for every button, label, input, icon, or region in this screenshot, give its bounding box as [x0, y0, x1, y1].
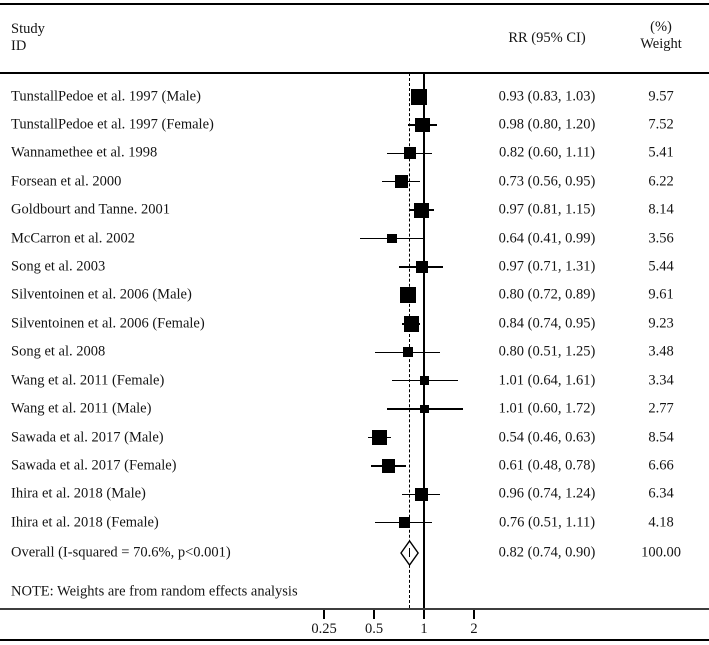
weight-value: 9.23	[648, 315, 674, 332]
weight-value: 6.34	[648, 485, 674, 502]
header-separator	[0, 72, 709, 74]
overall-estimate-dashed-line	[408, 73, 410, 608]
effect-marker	[414, 202, 430, 218]
rr-column-header: RR (95% CI)	[508, 30, 586, 46]
rr-ci-value: 0.76 (0.51, 1.11)	[498, 514, 596, 531]
study-label: Sawada et al. 2017 (Female)	[11, 457, 177, 474]
weight-value: 2.77	[648, 400, 674, 417]
study-label: Goldbourt and Tanne. 2001	[11, 201, 170, 218]
reference-line-rr1	[423, 73, 425, 608]
rr-ci-value: 0.93 (0.83, 1.03)	[498, 88, 596, 104]
study-label: McCarron et al. 2002	[11, 230, 136, 247]
study-header-line2: ID	[11, 38, 27, 54]
study-label: Silventoinen et al. 2006 (Female)	[11, 315, 205, 332]
effect-marker	[410, 88, 427, 105]
rr-ci-value: 0.80 (0.51, 1.25)	[498, 343, 596, 360]
x-axis-tick-label: 0.25	[311, 621, 337, 637]
study-label: TunstallPedoe et al. 1997 (Male)	[11, 88, 201, 104]
rr-ci-value: 0.97 (0.71, 1.31)	[498, 258, 596, 275]
rr-ci-value: 0.97 (0.81, 1.15)	[498, 201, 596, 218]
weight-value: 9.61	[648, 286, 674, 303]
rr-ci-value: 1.01 (0.64, 1.61)	[498, 372, 596, 389]
bottom-border	[0, 639, 709, 642]
x-axis-tick-label: 1	[420, 621, 428, 637]
weight-value: 9.57	[648, 88, 674, 104]
rr-ci-value: 0.96 (0.74, 1.24)	[498, 485, 596, 502]
effect-marker	[414, 487, 428, 501]
x-axis-tick	[473, 609, 475, 619]
rr-ci-value: 0.54 (0.46, 0.63)	[498, 429, 596, 446]
x-axis-line	[0, 608, 709, 610]
study-label: Silventoinen et al. 2006 (Male)	[11, 286, 192, 303]
effect-marker	[394, 175, 408, 189]
rr-ci-value: 1.01 (0.60, 1.72)	[498, 400, 596, 417]
study-label: Ihira et al. 2018 (Male)	[11, 485, 146, 502]
weight-value: 8.54	[648, 429, 674, 446]
effect-marker	[399, 287, 416, 304]
overall-label: Overall (I-squared = 70.6%, p<0.001)	[11, 544, 231, 560]
effect-marker	[398, 517, 410, 529]
weight-value: 5.41	[648, 144, 674, 161]
rr-ci-value: 0.98 (0.80, 1.20)	[498, 116, 596, 133]
weight-header-line2: Weight	[640, 36, 682, 52]
weight-value: 3.34	[648, 372, 674, 389]
study-label: Ihira et al. 2018 (Female)	[11, 514, 159, 531]
effect-marker	[415, 260, 428, 274]
study-label: Forsean et al. 2000	[11, 173, 122, 190]
rr-ci-value: 0.61 (0.48, 0.78)	[498, 457, 596, 474]
study-label: Sawada et al. 2017 (Male)	[11, 429, 164, 446]
effect-marker	[415, 117, 430, 133]
weight-value: 100.00	[641, 544, 681, 560]
effect-marker	[381, 459, 396, 473]
study-label: Wannamethee et al. 1998	[11, 144, 158, 161]
rr-ci-value: 0.82 (0.60, 1.11)	[498, 144, 596, 161]
diamond-center-dash	[408, 548, 411, 557]
rr-ci-value: 0.82 (0.74, 0.90)	[498, 544, 596, 560]
effect-marker	[386, 233, 397, 244]
weight-value: 7.52	[648, 116, 674, 133]
rr-ci-value: 0.73 (0.56, 0.95)	[498, 173, 596, 190]
effect-marker	[419, 375, 430, 386]
effect-marker	[403, 347, 413, 358]
study-label: Wang et al. 2011 (Male)	[11, 400, 152, 417]
weight-column-header: (%) Weight	[640, 19, 682, 53]
x-axis-tick	[373, 609, 375, 619]
weight-value: 5.44	[648, 258, 674, 275]
effect-marker	[371, 429, 388, 446]
x-axis-tick	[423, 609, 425, 619]
weight-header-line1: (%)	[650, 19, 672, 35]
x-axis-tick-label: 0.5	[364, 621, 384, 637]
study-id-column-header: Study ID	[11, 21, 45, 55]
study-label: Song et al. 2008	[11, 343, 106, 360]
study-label: Song et al. 2003	[11, 258, 106, 275]
study-header-line1: Study	[11, 21, 45, 37]
weight-value: 3.48	[648, 343, 674, 360]
weight-value: 3.56	[648, 230, 674, 247]
x-axis-tick-label: 2	[470, 621, 478, 637]
weight-value: 6.66	[648, 457, 674, 474]
rr-ci-value: 0.64 (0.41, 0.99)	[498, 230, 596, 247]
weight-value: 6.22	[648, 173, 674, 190]
note-text: NOTE: Weights are from random effects an…	[11, 583, 298, 600]
weight-value: 8.14	[648, 201, 674, 218]
top-border	[0, 3, 709, 6]
x-axis-tick	[323, 609, 325, 619]
rr-ci-value: 0.80 (0.72, 0.89)	[498, 286, 596, 303]
weight-value: 4.18	[648, 514, 674, 531]
effect-marker	[403, 147, 416, 160]
rr-ci-value: 0.84 (0.74, 0.95)	[498, 315, 596, 332]
study-label: TunstallPedoe et al. 1997 (Female)	[11, 116, 214, 133]
study-label: Wang et al. 2011 (Female)	[11, 372, 165, 389]
effect-marker	[403, 315, 420, 332]
effect-marker	[420, 404, 430, 414]
